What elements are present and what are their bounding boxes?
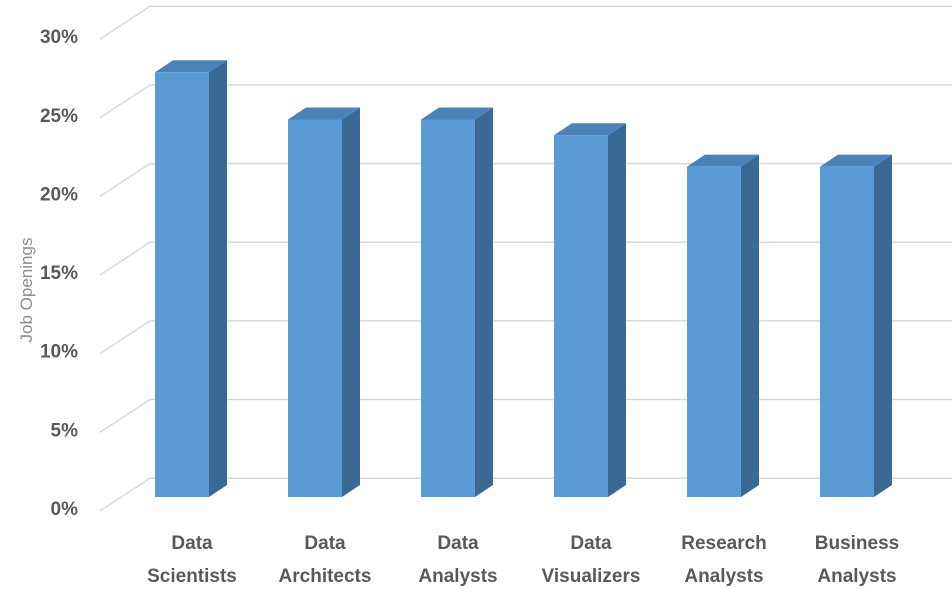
- bar-front: [421, 119, 475, 497]
- bar: [288, 107, 360, 497]
- gridline-diagonal: [99, 477, 151, 512]
- bar-front: [288, 119, 342, 497]
- bar-top: [288, 107, 360, 120]
- bar-front: [554, 135, 608, 497]
- y-tick-label: 30%: [40, 27, 78, 48]
- y-tick-label: 25%: [40, 106, 78, 127]
- bar-side: [342, 107, 360, 497]
- bars: [155, 60, 892, 498]
- bar-top: [687, 154, 759, 167]
- x-category-label: Data: [304, 533, 346, 554]
- x-category-label: Analysts: [684, 566, 763, 587]
- gridline-diagonal: [99, 241, 151, 276]
- y-tick-label: 15%: [40, 263, 78, 284]
- x-category-label: Visualizers: [542, 566, 641, 587]
- bar: [554, 123, 626, 498]
- x-category-label: Research: [681, 533, 767, 554]
- y-tick-label: 10%: [40, 342, 78, 363]
- gridline-diagonal: [99, 5, 151, 40]
- bar-top: [554, 123, 626, 136]
- y-axis-ticks: 0% 5% 10% 15% 20% 25% 30%: [40, 27, 78, 520]
- bar-side: [475, 107, 493, 497]
- y-tick-label: 5%: [51, 420, 79, 441]
- bar: [155, 60, 227, 497]
- bar-front: [687, 166, 741, 498]
- bar: [421, 107, 493, 497]
- y-tick-label: 0%: [51, 499, 79, 520]
- x-category-label: Data: [171, 533, 213, 554]
- x-category-label: Data: [570, 533, 612, 554]
- bar-side: [874, 154, 892, 498]
- bar-front: [155, 72, 209, 497]
- bar-top: [820, 154, 892, 167]
- gridlines: [99, 5, 952, 512]
- x-category-label: Business: [815, 533, 899, 554]
- bar-side: [741, 154, 759, 498]
- gridline-diagonal: [99, 84, 151, 119]
- bar-front: [820, 166, 874, 498]
- y-axis-label: Job Openings: [17, 238, 36, 343]
- x-category-label: Data: [437, 533, 479, 554]
- x-category-label: Analysts: [418, 566, 497, 587]
- x-axis-categories: Data Scientists Data Architects Data Analysts…: [147, 533, 899, 587]
- x-category-label: Architects: [279, 566, 372, 587]
- bar-side: [608, 123, 626, 498]
- bar-side: [209, 60, 227, 497]
- x-category-label: Scientists: [147, 566, 237, 587]
- bar: [820, 154, 892, 498]
- gridline-diagonal: [99, 320, 151, 355]
- gridline-diagonal: [99, 162, 151, 198]
- bar: [687, 154, 759, 498]
- gridline-diagonal: [99, 398, 151, 433]
- x-category-label: Analysts: [817, 566, 896, 587]
- bar-top: [421, 107, 493, 120]
- bar-top: [155, 60, 227, 73]
- y-tick-label: 20%: [40, 184, 78, 205]
